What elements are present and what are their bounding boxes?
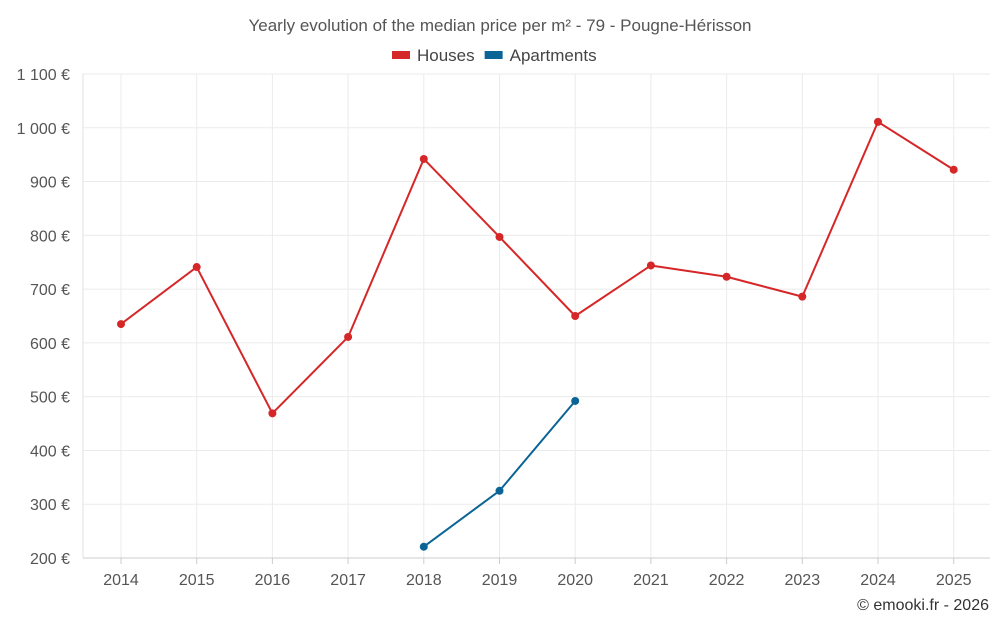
series-layer <box>117 117 958 551</box>
axes: 200 € 300 € 400 € 500 € 600 € 700 € 800 € 900 €… <box>17 67 990 589</box>
chart-title: Yearly evolution of the median price per… <box>248 16 751 35</box>
apartments-point <box>571 396 580 405</box>
x-tick-label: 2016 <box>255 572 291 589</box>
x-tick-label: 2025 <box>936 572 972 589</box>
houses-point <box>571 312 580 320</box>
x-tick-label: 2023 <box>785 572 821 589</box>
y-tick-label: 400 € <box>30 443 70 460</box>
houses-point <box>117 320 125 329</box>
legend-label-apartments[interactable]: Apartments <box>510 46 597 65</box>
legend-swatch-apartments <box>484 51 503 59</box>
x-tick-label: 2024 <box>860 572 896 589</box>
x-tick-label: 2022 <box>709 572 745 589</box>
y-tick-label: 300 € <box>30 497 70 514</box>
x-tick-label: 2018 <box>406 572 442 589</box>
y-tick-label: 1 100 € <box>17 67 70 84</box>
apartments-point <box>495 486 504 495</box>
houses-point <box>344 332 353 341</box>
apartments-point <box>419 542 428 551</box>
y-tick-label: 900 € <box>30 175 70 192</box>
houses-point <box>722 272 731 281</box>
x-tick-label: 2014 <box>103 572 139 589</box>
y-tick-label: 800 € <box>30 228 70 245</box>
houses-point <box>419 154 428 163</box>
x-tick-label: 2019 <box>482 572 518 589</box>
houses-point <box>268 409 277 418</box>
houses-point <box>646 261 655 270</box>
houses-point <box>874 117 882 126</box>
y-tick-label: 600 € <box>30 336 70 353</box>
y-tick-label: 1 000 € <box>17 121 70 138</box>
houses-point <box>495 232 504 241</box>
x-tick-label: 2015 <box>179 572 215 589</box>
y-tick-label: 700 € <box>30 282 70 299</box>
houses-point <box>949 165 958 174</box>
y-tick-label: 500 € <box>30 390 70 407</box>
y-tick-label: 200 € <box>30 551 70 568</box>
x-tick-label: 2021 <box>633 572 669 589</box>
houses-point <box>192 263 201 272</box>
legend-swatch-houses <box>392 51 410 59</box>
legend[interactable]: Houses Apartments <box>392 46 597 65</box>
legend-label-houses[interactable]: Houses <box>417 46 475 65</box>
houses-point <box>798 292 807 301</box>
x-tick-label: 2017 <box>330 572 366 589</box>
x-tick-label: 2020 <box>557 572 593 589</box>
houses-line <box>120 120 955 415</box>
footer-credit: © emooki.fr - 2026 <box>857 597 989 614</box>
grid <box>83 73 990 559</box>
